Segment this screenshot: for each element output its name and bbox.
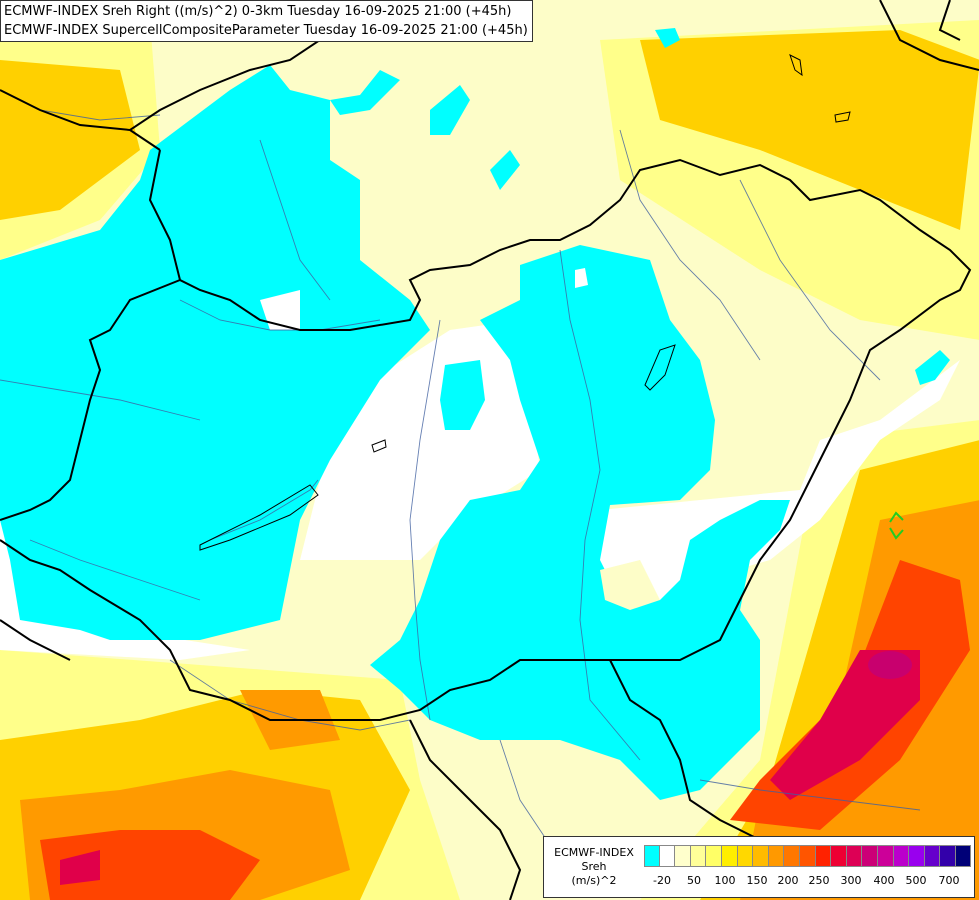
- legend-swatch: [737, 845, 754, 867]
- legend-ticks: -20 50 100 150 200 250 300 400 500 700: [644, 874, 974, 888]
- legend-tick-label: 300: [840, 874, 862, 887]
- legend-swatch: [644, 845, 660, 867]
- magenta-core: [868, 651, 912, 679]
- legend-swatch: [862, 845, 878, 867]
- legend-swatch: [815, 845, 832, 867]
- legend-swatch: [721, 845, 738, 867]
- legend-tick-label: -20: [653, 874, 671, 887]
- legend-swatch: [877, 845, 894, 867]
- legend-swatch: [955, 845, 972, 867]
- legend-tick-label: 400: [873, 874, 895, 887]
- legend-tick-label: 50: [687, 874, 701, 887]
- crimson-field: [60, 650, 920, 885]
- legend-label: ECMWF-INDEX Sreh (m/s)^2: [548, 846, 640, 888]
- color-legend: ECMWF-INDEX Sreh (m/s)^2 -20 50 100 150 200 2…: [543, 836, 975, 898]
- legend-variable: Sreh: [581, 860, 607, 873]
- legend-swatch: [846, 845, 863, 867]
- legend-source: ECMWF-INDEX: [554, 846, 634, 859]
- legend-swatch: [659, 845, 676, 867]
- cyan-field: [0, 28, 950, 800]
- lakes: [199, 54, 851, 551]
- legend-swatch: [690, 845, 707, 867]
- legend-swatch: [940, 845, 956, 867]
- legend-swatch: [753, 845, 769, 867]
- legend-tick-label: 500: [905, 874, 927, 887]
- legend-swatch: [909, 845, 925, 867]
- legend-tick-label: 700: [938, 874, 960, 887]
- legend-tick-label: 150: [746, 874, 768, 887]
- legend-swatch: [675, 845, 691, 867]
- legend-swatch: [893, 845, 910, 867]
- legend-tick-label: 250: [808, 874, 830, 887]
- legend-tick-label: 200: [777, 874, 799, 887]
- legend-tick-label: 100: [714, 874, 736, 887]
- map-title: ECMWF-INDEX Sreh Right ((m/s)^2) 0-3km T…: [0, 0, 533, 42]
- legend-swatch: [924, 845, 941, 867]
- title-line-2: ECMWF-INDEX SupercellCompositeParameter …: [4, 23, 528, 38]
- legend-swatch: [706, 845, 722, 867]
- legend-unit: (m/s)^2: [571, 874, 617, 887]
- legend-swatches: [644, 845, 972, 867]
- supercell-contour: [889, 511, 904, 540]
- legend-swatch: [768, 845, 785, 867]
- legend-swatch: [799, 845, 816, 867]
- legend-swatch: [831, 845, 847, 867]
- title-line-1: ECMWF-INDEX Sreh Right ((m/s)^2) 0-3km T…: [4, 4, 512, 19]
- legend-swatch: [784, 845, 800, 867]
